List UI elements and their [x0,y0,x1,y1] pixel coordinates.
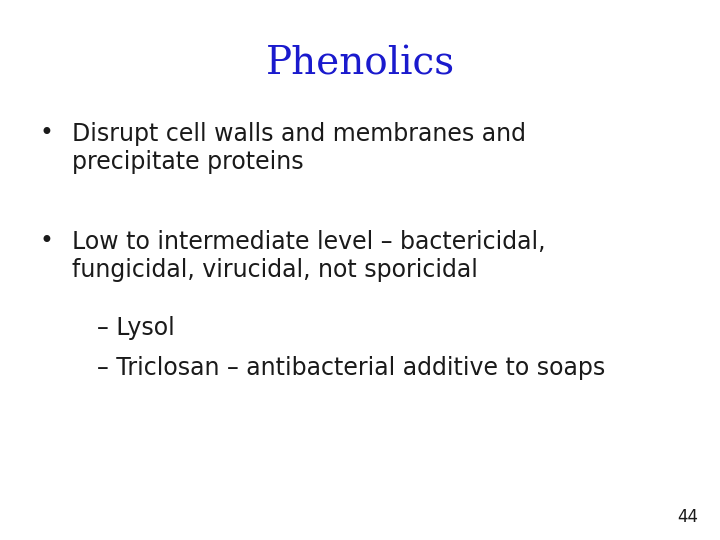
Text: – Triclosan – antibacterial additive to soaps: – Triclosan – antibacterial additive to … [97,356,606,380]
Text: •: • [40,122,53,145]
Text: •: • [40,230,53,253]
Text: Disrupt cell walls and membranes and
precipitate proteins: Disrupt cell walls and membranes and pre… [72,122,526,174]
Text: 44: 44 [678,509,698,526]
Text: Low to intermediate level – bactericidal,
fungicidal, virucidal, not sporicidal: Low to intermediate level – bactericidal… [72,230,546,282]
Text: – Lysol: – Lysol [97,316,175,340]
Text: Phenolics: Phenolics [266,46,454,83]
